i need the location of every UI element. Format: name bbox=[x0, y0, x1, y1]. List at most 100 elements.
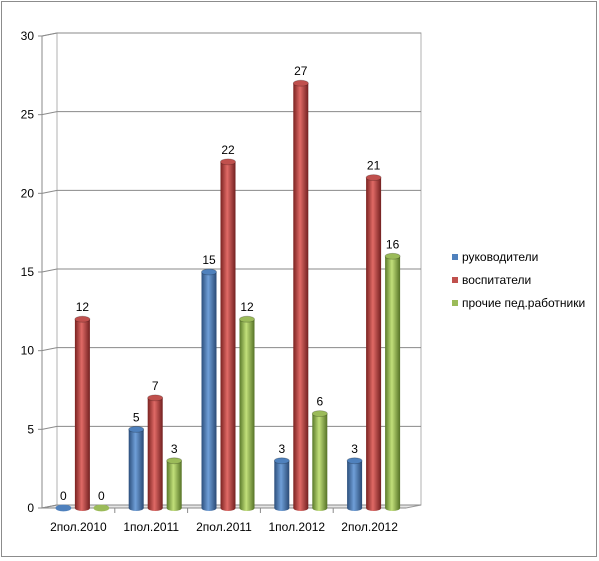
bar-top bbox=[346, 457, 363, 465]
bar-top bbox=[311, 410, 328, 418]
legend-item: воспитатели bbox=[452, 273, 531, 287]
bar bbox=[311, 410, 328, 511]
y-tick-label: 10 bbox=[21, 344, 35, 358]
bar-body bbox=[128, 429, 144, 508]
data-label: 12 bbox=[240, 300, 254, 314]
bar-base bbox=[347, 505, 363, 511]
bar-base bbox=[74, 505, 90, 511]
bar-body bbox=[239, 319, 255, 508]
y-tick-label: 15 bbox=[21, 265, 35, 279]
y-tick-label: 5 bbox=[27, 422, 34, 436]
data-label: 7 bbox=[152, 379, 159, 393]
legend-label: воспитатели bbox=[462, 273, 531, 287]
data-label: 22 bbox=[221, 143, 235, 157]
bar-base bbox=[201, 505, 217, 511]
bar-top bbox=[201, 268, 217, 276]
data-label: 3 bbox=[351, 442, 358, 456]
bar-top bbox=[273, 457, 290, 465]
bar-base bbox=[166, 505, 182, 511]
x-axis: 2пол.2010 1пол.2011 2пол.2011 1пол.2012 2пол… bbox=[42, 507, 406, 534]
bar-top bbox=[239, 315, 255, 323]
bar-base bbox=[128, 505, 144, 511]
gridline bbox=[41, 32, 421, 37]
bar-body bbox=[385, 256, 401, 508]
legend: руководители воспитатели прочие пед.работн… bbox=[452, 250, 585, 310]
bar-top bbox=[93, 504, 110, 512]
bar-top bbox=[220, 158, 236, 166]
data-label: 6 bbox=[316, 395, 323, 409]
bar bbox=[292, 79, 309, 511]
bar-base bbox=[312, 505, 328, 511]
bar bbox=[365, 174, 382, 511]
bar-base bbox=[274, 505, 290, 511]
y-tick-label: 25 bbox=[21, 108, 35, 122]
bar-body bbox=[366, 177, 382, 508]
bar-top bbox=[74, 315, 91, 323]
data-label: 0 bbox=[60, 489, 67, 503]
data-label: 15 bbox=[202, 253, 216, 267]
bar-base bbox=[220, 505, 236, 511]
legend-item: прочие пед.работники bbox=[452, 296, 585, 310]
bar-body bbox=[220, 161, 236, 508]
data-label: 27 bbox=[294, 64, 308, 78]
legend-swatch bbox=[452, 277, 458, 283]
bar bbox=[239, 315, 255, 511]
bar-base bbox=[239, 505, 255, 511]
bar-top bbox=[128, 425, 145, 433]
bar-body bbox=[147, 397, 163, 508]
bar-top bbox=[384, 252, 401, 260]
bar-base bbox=[293, 505, 309, 511]
bar bbox=[147, 394, 164, 511]
bar-top bbox=[55, 504, 72, 512]
bar bbox=[166, 457, 183, 511]
bar-base bbox=[366, 505, 382, 511]
legend-label: прочие пед.работники bbox=[462, 296, 585, 310]
data-label: 21 bbox=[367, 159, 381, 173]
data-label: 5 bbox=[133, 410, 140, 424]
y-tick-label: 0 bbox=[27, 501, 34, 515]
legend-item: руководители bbox=[452, 250, 538, 264]
bar-body bbox=[293, 83, 309, 508]
bar bbox=[74, 315, 91, 511]
bar bbox=[55, 504, 72, 512]
bar-body bbox=[74, 319, 90, 508]
bar bbox=[220, 158, 236, 511]
data-label: 12 bbox=[76, 300, 90, 314]
x-tick-label: 2пол.2010 bbox=[50, 520, 107, 534]
bar-top bbox=[147, 394, 164, 402]
bar-body bbox=[274, 460, 290, 508]
x-tick-label: 2пол.2012 bbox=[341, 520, 398, 534]
bar bbox=[201, 268, 217, 511]
data-label: 16 bbox=[386, 237, 400, 251]
x-tick-label: 1пол.2011 bbox=[123, 520, 179, 534]
y-tick-label: 20 bbox=[21, 186, 35, 200]
data-labels: 0 5 15 3 3 12 7 22 27 21 0 3 12 6 16 bbox=[60, 64, 400, 503]
bar bbox=[273, 457, 290, 511]
bar bbox=[93, 504, 110, 512]
legend-label: руководители bbox=[462, 250, 538, 264]
bar-base bbox=[147, 505, 163, 511]
bar-body bbox=[347, 460, 363, 508]
bar-top bbox=[166, 457, 183, 465]
x-tick-label: 2пол.2011 bbox=[196, 520, 252, 534]
bar-base bbox=[385, 505, 401, 511]
bar-body bbox=[166, 460, 182, 508]
x-tick-label: 1пол.2012 bbox=[268, 520, 325, 534]
data-label: 3 bbox=[171, 442, 178, 456]
bar bbox=[346, 457, 363, 511]
bar-top bbox=[365, 174, 382, 182]
bar-body bbox=[201, 272, 217, 508]
legend-swatch bbox=[452, 254, 458, 260]
bar bbox=[128, 425, 145, 511]
bar bbox=[384, 252, 401, 511]
y-tick-label: 30 bbox=[21, 29, 35, 43]
bar-series bbox=[55, 79, 401, 512]
legend-swatch bbox=[452, 300, 458, 306]
y-axis: 0 5 10 15 20 25 30 bbox=[21, 29, 43, 515]
gridline bbox=[41, 111, 421, 116]
data-label: 3 bbox=[278, 442, 285, 456]
bar-body bbox=[312, 413, 328, 508]
data-label: 0 bbox=[98, 489, 105, 503]
